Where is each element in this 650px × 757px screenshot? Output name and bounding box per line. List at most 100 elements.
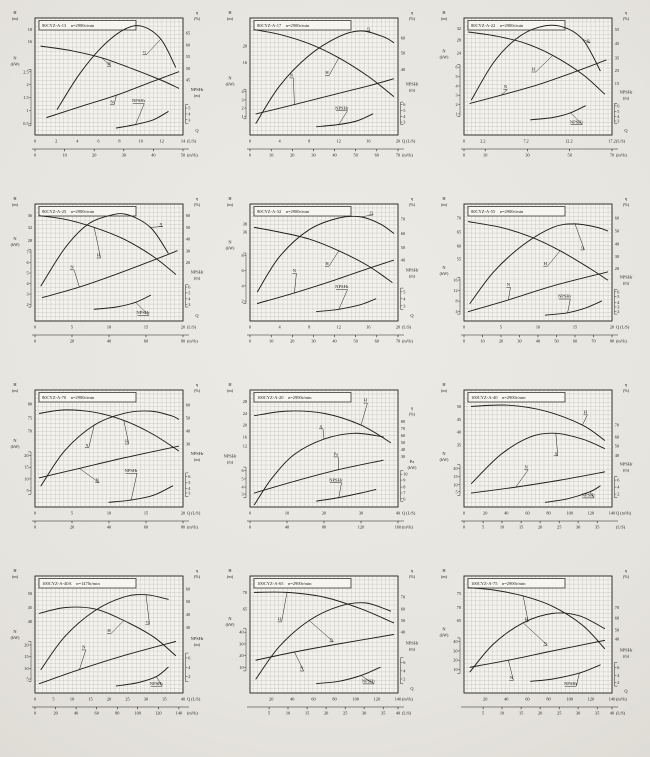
- svg-text:(L/S): (L/S): [187, 325, 197, 330]
- svg-text:6: 6: [188, 474, 191, 479]
- svg-text:32: 32: [28, 225, 32, 230]
- svg-text:(kW): (kW): [440, 457, 449, 462]
- svg-text:30: 30: [144, 697, 148, 702]
- svg-text:35: 35: [457, 443, 461, 448]
- svg-text:(%): (%): [408, 574, 415, 579]
- svg-text:H: H: [13, 382, 17, 387]
- pump-chart: 80CYZ-A-13 n=2900r/min H (m) 18 16 N (kW) 2.5 2 1…: [8, 5, 213, 181]
- svg-text:H: H: [584, 409, 588, 414]
- svg-text:16: 16: [242, 434, 247, 439]
- svg-text:30: 30: [517, 339, 521, 344]
- svg-text:20: 20: [538, 711, 542, 716]
- svg-text:35: 35: [381, 711, 385, 716]
- svg-text:16: 16: [453, 278, 458, 283]
- svg-text:3: 3: [26, 292, 28, 297]
- svg-text:η: η: [319, 423, 322, 428]
- svg-text:80: 80: [400, 419, 404, 424]
- svg-text:20: 20: [499, 339, 503, 344]
- svg-text:(m³/h): (m³/h): [187, 339, 198, 344]
- svg-text:0: 0: [248, 511, 250, 516]
- svg-text:20: 20: [242, 44, 246, 49]
- svg-text:0: 0: [34, 525, 36, 530]
- svg-text:0: 0: [34, 339, 36, 344]
- svg-text:140: 140: [394, 697, 400, 702]
- svg-text:140: 140: [609, 697, 615, 702]
- svg-text:100CYZ-A-40 n=2900r/min: 100CYZ-A-40 n=2900r/min: [471, 395, 526, 400]
- svg-text:(m): (m): [12, 16, 19, 21]
- svg-text:η: η: [146, 619, 149, 624]
- svg-text:45: 45: [457, 417, 461, 422]
- svg-text:40: 40: [400, 67, 404, 72]
- svg-text:3: 3: [241, 492, 243, 497]
- svg-text:20: 20: [453, 466, 457, 471]
- svg-text:60: 60: [186, 213, 190, 218]
- svg-text:15: 15: [88, 697, 92, 702]
- svg-text:η: η: [555, 450, 558, 455]
- svg-text:40: 40: [186, 428, 190, 433]
- svg-text:2: 2: [241, 106, 243, 111]
- svg-text:100CYZ-A-40A n=1470r/min: 100CYZ-A-40A n=1470r/min: [42, 581, 101, 586]
- svg-text:η: η: [625, 568, 628, 573]
- svg-text:1: 1: [26, 108, 28, 113]
- svg-text:6: 6: [241, 268, 244, 273]
- svg-text:η: η: [410, 568, 413, 573]
- svg-text:(m): (m): [408, 87, 415, 92]
- svg-text:η: η: [625, 196, 628, 201]
- svg-text:7: 7: [403, 491, 406, 496]
- svg-text:40: 40: [504, 511, 508, 516]
- svg-text:20: 20: [70, 525, 74, 530]
- svg-text:N: N: [70, 264, 74, 269]
- svg-text:0: 0: [463, 325, 465, 330]
- svg-text:5: 5: [403, 289, 405, 294]
- svg-text:20: 20: [323, 711, 327, 716]
- pump-chart: 80CYZ-A-17 n=2900r/min H (m) 20 16 N (kW) 4 3 2 1 η…: [223, 5, 428, 181]
- svg-text:10: 10: [107, 325, 111, 330]
- svg-text:30: 30: [311, 339, 315, 344]
- svg-text:5: 5: [617, 294, 619, 299]
- pump-chart-svg: 100CYZ-A-40A n=1470r/minH(m)504540N(kW)2…: [11, 568, 204, 716]
- svg-text:28: 28: [28, 238, 32, 243]
- svg-text:65: 65: [186, 31, 190, 36]
- svg-text:5: 5: [71, 511, 73, 516]
- svg-text:70: 70: [395, 153, 399, 158]
- svg-text:80CYZ-A-25 n=2900r/min: 80CYZ-A-25 n=2900r/min: [42, 209, 95, 214]
- svg-text:15: 15: [615, 81, 619, 86]
- svg-text:120: 120: [588, 511, 594, 516]
- svg-text:η: η: [330, 636, 333, 641]
- svg-text:12: 12: [336, 139, 340, 144]
- svg-text:70: 70: [28, 428, 32, 433]
- svg-text:60: 60: [457, 244, 461, 249]
- svg-text:0: 0: [463, 525, 465, 530]
- svg-text:28: 28: [457, 38, 461, 43]
- svg-text:(L/S): (L/S): [616, 525, 626, 530]
- svg-text:NPSHr: NPSHr: [361, 679, 375, 684]
- svg-text:H: H: [107, 61, 111, 66]
- svg-text:6: 6: [617, 103, 620, 108]
- svg-text:Q: Q: [410, 686, 414, 691]
- svg-text:50: 50: [400, 245, 404, 250]
- svg-text:(%): (%): [408, 16, 415, 21]
- svg-text:40: 40: [457, 430, 461, 435]
- svg-text:3: 3: [617, 305, 619, 310]
- svg-text:28: 28: [242, 399, 246, 404]
- svg-text:(kW): (kW): [440, 55, 449, 60]
- svg-text:2: 2: [455, 102, 457, 107]
- svg-text:6: 6: [455, 65, 458, 70]
- svg-text:10: 10: [70, 697, 74, 702]
- svg-text:H: H: [107, 628, 111, 633]
- svg-text:NPSHr: NPSHr: [620, 462, 633, 467]
- svg-text:2: 2: [55, 139, 57, 144]
- svg-text:(m): (m): [441, 574, 448, 579]
- svg-text:35: 35: [615, 55, 619, 60]
- svg-text:60: 60: [186, 42, 190, 47]
- svg-text:4: 4: [241, 89, 244, 94]
- svg-text:50: 50: [353, 339, 357, 344]
- svg-text:2: 2: [26, 82, 28, 87]
- svg-text:NPSHr: NPSHr: [564, 681, 578, 686]
- pump-chart: 100CYZ-A-75 n=2900r/min H (m) 75 70 65 N (kW) 40…: [437, 563, 642, 739]
- svg-text:60: 60: [186, 586, 190, 591]
- svg-text:15: 15: [453, 474, 457, 479]
- svg-text:4: 4: [188, 296, 191, 301]
- svg-text:η: η: [86, 442, 89, 447]
- svg-text:NPSHr: NPSHr: [335, 105, 349, 110]
